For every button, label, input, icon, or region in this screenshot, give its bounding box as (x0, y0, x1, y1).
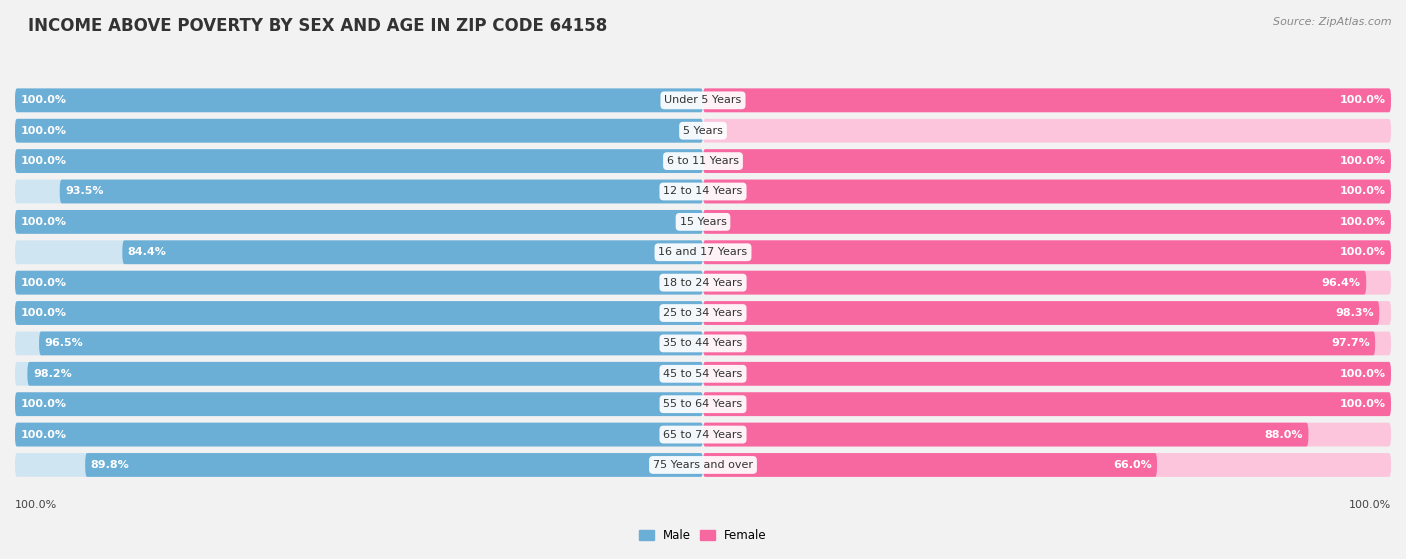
Text: 100.0%: 100.0% (21, 399, 66, 409)
FancyBboxPatch shape (15, 423, 703, 447)
Text: 100.0%: 100.0% (1340, 217, 1385, 227)
FancyBboxPatch shape (15, 210, 703, 234)
FancyBboxPatch shape (703, 149, 1391, 173)
FancyBboxPatch shape (15, 240, 703, 264)
FancyBboxPatch shape (703, 88, 1391, 112)
Text: 100.0%: 100.0% (21, 126, 66, 136)
FancyBboxPatch shape (703, 210, 1391, 234)
Text: 96.4%: 96.4% (1322, 278, 1361, 288)
Text: 100.0%: 100.0% (21, 217, 66, 227)
FancyBboxPatch shape (703, 210, 1391, 234)
FancyBboxPatch shape (86, 453, 703, 477)
Text: 89.8%: 89.8% (90, 460, 129, 470)
Text: 98.3%: 98.3% (1336, 308, 1374, 318)
Text: Under 5 Years: Under 5 Years (665, 96, 741, 105)
FancyBboxPatch shape (703, 119, 1391, 143)
Text: 96.5%: 96.5% (45, 338, 83, 348)
FancyBboxPatch shape (703, 179, 1391, 203)
FancyBboxPatch shape (39, 331, 703, 356)
Text: 65 to 74 Years: 65 to 74 Years (664, 429, 742, 439)
Text: 93.5%: 93.5% (65, 187, 104, 197)
FancyBboxPatch shape (15, 453, 703, 477)
FancyBboxPatch shape (703, 179, 1391, 203)
Text: 100.0%: 100.0% (1340, 96, 1385, 105)
FancyBboxPatch shape (27, 362, 703, 386)
Text: 100.0%: 100.0% (21, 429, 66, 439)
FancyBboxPatch shape (15, 179, 703, 203)
Text: 100.0%: 100.0% (21, 308, 66, 318)
Text: 16 and 17 Years: 16 and 17 Years (658, 247, 748, 257)
FancyBboxPatch shape (15, 149, 703, 173)
FancyBboxPatch shape (15, 119, 703, 143)
Text: 84.4%: 84.4% (128, 247, 167, 257)
FancyBboxPatch shape (122, 240, 703, 264)
Text: 100.0%: 100.0% (1340, 369, 1385, 379)
FancyBboxPatch shape (703, 271, 1391, 295)
Text: 12 to 14 Years: 12 to 14 Years (664, 187, 742, 197)
FancyBboxPatch shape (15, 392, 703, 416)
Text: 100.0%: 100.0% (1340, 156, 1385, 166)
Text: 98.2%: 98.2% (32, 369, 72, 379)
Text: 100.0%: 100.0% (1340, 187, 1385, 197)
Legend: Male, Female: Male, Female (634, 524, 772, 547)
FancyBboxPatch shape (15, 362, 703, 386)
FancyBboxPatch shape (703, 301, 1391, 325)
FancyBboxPatch shape (703, 240, 1391, 264)
FancyBboxPatch shape (703, 362, 1391, 386)
FancyBboxPatch shape (703, 149, 1391, 173)
Text: 88.0%: 88.0% (1264, 429, 1303, 439)
Text: INCOME ABOVE POVERTY BY SEX AND AGE IN ZIP CODE 64158: INCOME ABOVE POVERTY BY SEX AND AGE IN Z… (28, 17, 607, 35)
FancyBboxPatch shape (15, 423, 703, 447)
FancyBboxPatch shape (59, 179, 703, 203)
FancyBboxPatch shape (703, 453, 1391, 477)
FancyBboxPatch shape (15, 271, 703, 295)
Text: 100.0%: 100.0% (1348, 500, 1391, 510)
Text: 5 Years: 5 Years (683, 126, 723, 136)
FancyBboxPatch shape (15, 301, 703, 325)
Text: 75 Years and over: 75 Years and over (652, 460, 754, 470)
FancyBboxPatch shape (703, 331, 1375, 356)
FancyBboxPatch shape (703, 271, 1367, 295)
FancyBboxPatch shape (703, 423, 1391, 447)
Text: 100.0%: 100.0% (21, 156, 66, 166)
FancyBboxPatch shape (15, 301, 703, 325)
Text: 100.0%: 100.0% (21, 278, 66, 288)
Text: 25 to 34 Years: 25 to 34 Years (664, 308, 742, 318)
Text: 66.0%: 66.0% (1112, 460, 1152, 470)
FancyBboxPatch shape (15, 392, 703, 416)
FancyBboxPatch shape (703, 331, 1391, 356)
FancyBboxPatch shape (15, 331, 703, 356)
Text: 55 to 64 Years: 55 to 64 Years (664, 399, 742, 409)
Text: 18 to 24 Years: 18 to 24 Years (664, 278, 742, 288)
FancyBboxPatch shape (15, 210, 703, 234)
FancyBboxPatch shape (703, 240, 1391, 264)
FancyBboxPatch shape (703, 453, 1157, 477)
Text: 45 to 54 Years: 45 to 54 Years (664, 369, 742, 379)
FancyBboxPatch shape (15, 149, 703, 173)
FancyBboxPatch shape (15, 88, 703, 112)
Text: Source: ZipAtlas.com: Source: ZipAtlas.com (1274, 17, 1392, 27)
Text: 100.0%: 100.0% (1340, 247, 1385, 257)
Text: 100.0%: 100.0% (21, 96, 66, 105)
FancyBboxPatch shape (15, 271, 703, 295)
FancyBboxPatch shape (15, 88, 703, 112)
Text: 97.7%: 97.7% (1331, 338, 1369, 348)
Text: 100.0%: 100.0% (15, 500, 58, 510)
Text: 6 to 11 Years: 6 to 11 Years (666, 156, 740, 166)
Text: 15 Years: 15 Years (679, 217, 727, 227)
FancyBboxPatch shape (703, 392, 1391, 416)
Text: 100.0%: 100.0% (1340, 399, 1385, 409)
Text: 35 to 44 Years: 35 to 44 Years (664, 338, 742, 348)
FancyBboxPatch shape (703, 362, 1391, 386)
FancyBboxPatch shape (703, 301, 1379, 325)
FancyBboxPatch shape (703, 392, 1391, 416)
FancyBboxPatch shape (15, 119, 703, 143)
FancyBboxPatch shape (703, 423, 1309, 447)
FancyBboxPatch shape (703, 88, 1391, 112)
